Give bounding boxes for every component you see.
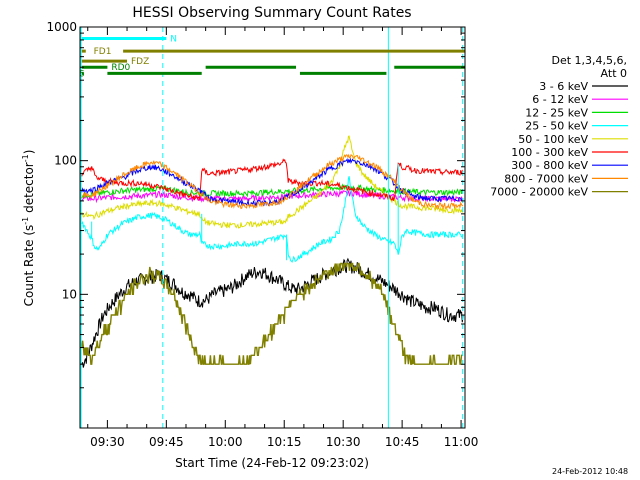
legend-label-2: 12 - 25 keV (525, 106, 588, 119)
x-tick-label-6: 11:00 (444, 435, 479, 449)
legend-label-7: 800 - 7000 keV (504, 172, 588, 185)
legend-label-5: 100 - 300 keV (511, 146, 588, 159)
legend-label-3: 25 - 50 keV (525, 120, 588, 133)
legend-header-0: Det 1,3,4,5,6, (551, 54, 627, 67)
flag-label-4: RD0 (111, 63, 130, 73)
x-tick-label-4: 10:30 (326, 435, 361, 449)
x-tick-label-2: 10:00 (208, 435, 243, 449)
x-tick-label-5: 10:45 (385, 435, 420, 449)
legend-label-4: 50 - 100 keV (518, 133, 588, 146)
y-tick-label-2: 1000 (46, 20, 77, 34)
y-tick-label-0: 10 (62, 287, 77, 301)
legend-label-8: 7000 - 20000 keV (490, 186, 588, 199)
series-line-8 (81, 262, 463, 365)
y-axis-label-sup2: -1 (21, 154, 30, 162)
chart-title: HESSI Observing Summary Count Rates (132, 5, 411, 21)
y-axis-label-mid: detector (22, 162, 36, 217)
y-axis-label-main: Count Rate (s (22, 225, 36, 307)
series-line-1 (81, 189, 464, 204)
x-axis-label: Start Time (24-Feb-12 09:23:02) (175, 456, 369, 470)
series-line-3 (81, 176, 464, 263)
y-tick-label-1: 100 (54, 154, 77, 168)
x-axis: 09:30 09:45 10:00 10:15 10:30 10:45 11:00 (87, 27, 479, 449)
series-line-4 (81, 135, 464, 229)
x-tick-label-1: 09:45 (149, 435, 184, 449)
flag-label-0: N (170, 35, 177, 45)
series-line-5 (81, 158, 464, 201)
plot-timestamp: 24-Feb-2012 10:48 (552, 467, 629, 476)
legend-header-1: Att 0 (601, 67, 627, 80)
flag-label-3: FDZ (131, 57, 149, 67)
y-axis-label-end: ) (22, 150, 36, 155)
legend-label-0: 3 - 6 keV (539, 80, 588, 93)
legend-label-1: 6 - 12 keV (532, 93, 588, 106)
flag-label-1: FD1 (94, 47, 112, 57)
y-axis-label-sup1: -1 (21, 217, 30, 225)
x-tick-label-0: 09:30 (90, 435, 125, 449)
x-tick-label-3: 10:15 (267, 435, 302, 449)
series-line-6 (81, 157, 464, 207)
plot-frame (79, 26, 466, 429)
y-axis-label: Count Rate (s-1 detector-1) (21, 150, 36, 307)
series-line-2 (81, 183, 464, 199)
series-line-0 (81, 257, 464, 368)
series-line-7 (81, 153, 464, 211)
legend-label-6: 300 - 800 keV (511, 159, 588, 172)
y-axis: 10 100 1000 (46, 20, 465, 429)
flag-label-5: RD6 (66, 69, 85, 79)
